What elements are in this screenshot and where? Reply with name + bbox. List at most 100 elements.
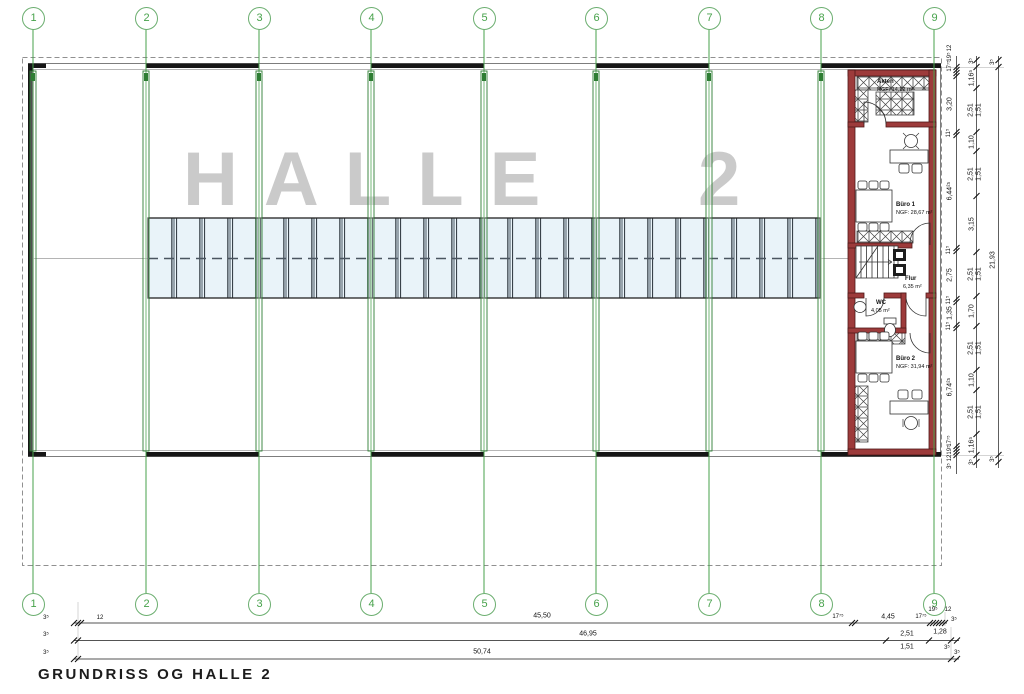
axis-bubble: 5 [473, 7, 496, 30]
dim-label: 46,95 [579, 630, 597, 638]
conference-table [855, 189, 893, 223]
axis-bubble: 9 [923, 7, 946, 30]
desk [889, 400, 929, 415]
dim-label: 3⁵ [990, 456, 996, 462]
desk [889, 149, 929, 164]
axis-bubble: 1 [22, 7, 45, 30]
axis-bubble: 6 [585, 7, 608, 30]
axis-bubble: 4 [360, 593, 383, 616]
dim-label: 19⁵ [947, 445, 953, 455]
dim-label: 12 [96, 615, 104, 621]
dim-label: 2,51 [967, 267, 975, 281]
dim-label: 1,16⁵ [968, 436, 976, 454]
conference-table [855, 340, 893, 374]
axis-bubble: 8 [810, 593, 833, 616]
dim-label: 21,93 [989, 251, 997, 269]
axis-bubble: 2 [135, 593, 158, 616]
dim-label: 17⁷⁵ [832, 614, 844, 620]
dim-label: 1,16⁵ [968, 69, 976, 87]
room-area-buero2: NGF: 31,94 m² [896, 364, 933, 370]
dim-label: 1,51 [975, 267, 983, 281]
dim-label: 1,51 [975, 405, 983, 419]
dim-label: 45,50 [533, 612, 551, 620]
dim-label: 2,51 [967, 341, 975, 355]
staircase [855, 245, 899, 279]
room-label-wc: WC [876, 300, 886, 306]
axis-bubble: 9 [923, 593, 946, 616]
dim-label: 4,45 [881, 613, 895, 621]
room-area-buero1: NGF: 28,67 m² [896, 210, 933, 216]
dim-label: 11⁵ [946, 295, 952, 305]
cabinet [893, 249, 906, 276]
dim-label: 1,51 [900, 643, 914, 651]
sink [853, 301, 867, 313]
dim-label: 12 [947, 44, 953, 52]
dim-label: 19⁵ [928, 607, 938, 613]
room-label-buero1: Büro 1 [896, 202, 916, 208]
dim-label: 2,51 [967, 103, 975, 117]
hall-columns [29, 70, 825, 452]
dim-label: 11⁵ [946, 321, 952, 331]
dimension-ticks [70, 56, 1002, 663]
office-chair [904, 416, 918, 430]
axis-bubble: 5 [473, 593, 496, 616]
dim-label: 3⁵ [944, 645, 950, 651]
dim-label: 3⁵ [969, 58, 975, 64]
dim-label: 2,51 [967, 167, 975, 181]
dim-label: 11⁵ [946, 245, 952, 255]
dim-label: 2,51 [900, 630, 914, 638]
office-area [847, 69, 937, 456]
drawing-title: GRUNDRISS OG HALLE 2 [38, 666, 273, 683]
room-label-akten: Akten [877, 79, 894, 85]
room-label-flur: Flur [905, 276, 917, 282]
dim-label: 3⁵ [43, 632, 49, 638]
dim-label: 17⁷⁵ [915, 614, 927, 620]
dim-label: 2,51 [967, 405, 975, 419]
room-area-wc: 4,05 m² [871, 308, 890, 314]
dim-label: 1,70 [968, 304, 976, 318]
shelving-hatch [854, 75, 930, 443]
dim-label: 3,15 [968, 217, 976, 231]
dim-label: 1,10 [968, 135, 976, 149]
dim-label: 3⁵ [947, 463, 953, 469]
axis-bubble: 7 [698, 7, 721, 30]
dim-label: 3⁵ [969, 459, 975, 465]
dim-label: 3⁵ [43, 650, 49, 656]
dim-label: 3⁵ [954, 650, 960, 656]
axis-bubble: 3 [248, 593, 271, 616]
dim-label: 3⁵ [951, 617, 957, 623]
hall-number-text: 2 [698, 137, 767, 222]
plant [904, 134, 918, 148]
grid-axes [29, 29, 935, 593]
dim-label: 3⁵ [43, 615, 49, 621]
doors [863, 101, 931, 354]
office-walls [847, 69, 937, 456]
dim-label: 1,51 [975, 103, 983, 117]
axis-bubble: 1 [22, 593, 45, 616]
dim-label: 6,44²⁵ [946, 181, 954, 201]
dim-label: 17⁷⁵ [947, 60, 953, 72]
dim-label: 6,74²⁵ [946, 377, 954, 397]
dim-label: 11⁵ [946, 128, 952, 138]
dim-label: 3,20 [946, 97, 954, 111]
axis-bubble: 4 [360, 7, 383, 30]
axis-bubble: 8 [810, 7, 833, 30]
dim-label: 1,35 [946, 306, 954, 320]
dimension-lines [74, 56, 1004, 661]
dim-label: 3⁵ [990, 59, 996, 65]
buero1-furniture [855, 132, 929, 232]
room-area-flur: 6,35 m² [903, 284, 922, 290]
axis-bubble: 3 [248, 7, 271, 30]
dim-label: 2,75 [946, 268, 954, 282]
dim-label: 1,28 [933, 628, 947, 636]
room-area-akten: NGF: 14,12 m² [877, 87, 914, 93]
buero2-furniture [855, 331, 929, 430]
axis-bubble: 6 [585, 593, 608, 616]
dim-label: 1,51 [975, 341, 983, 355]
dim-label: 1,51 [975, 167, 983, 181]
axis-bubble: 7 [698, 593, 721, 616]
dim-label: 12 [947, 454, 953, 462]
room-label-buero2: Büro 2 [896, 356, 916, 362]
